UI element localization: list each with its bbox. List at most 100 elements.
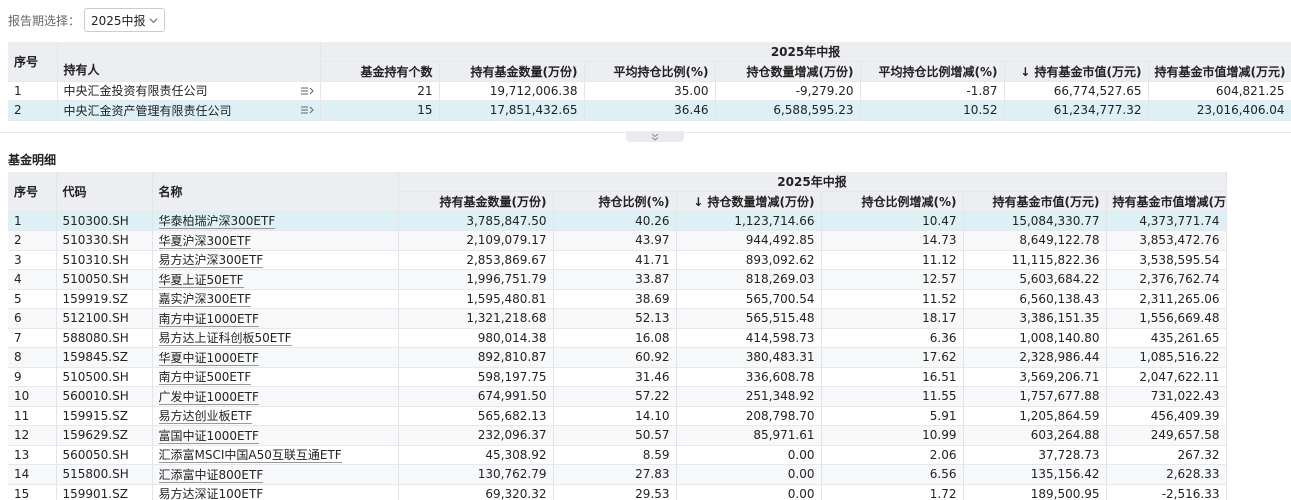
cell-market-value: 1,008,140.80 — [963, 328, 1107, 348]
table-row[interactable]: 8 159845.SZ 华夏中证1000ETF 892,810.87 60.92 380,… — [8, 347, 1227, 368]
fund-name-link[interactable]: 汇添富MSCI中国A50互联互通ETF — [158, 448, 342, 464]
fund-name-link[interactable]: 华夏沪深300ETF — [158, 233, 252, 249]
table-row[interactable]: 1 510300.SH 华泰柏瑞沪深300ETF 3,785,847.50 40.26 1… — [8, 211, 1227, 231]
header-index[interactable]: 序号 — [8, 42, 58, 82]
cell-ratio-change: 10.99 — [821, 425, 964, 446]
table-row[interactable]: 9 510500.SH 南方中证500ETF 598,197.75 31.46 336,6… — [8, 367, 1227, 387]
cell-code: 159629.SZ — [56, 425, 153, 446]
table-row[interactable]: 13 560050.SH 汇添富MSCI中国A50互联互通ETF 45,308.92 8… — [8, 445, 1227, 465]
table-row[interactable]: 2 中央汇金资产管理有限责任公司 15 17,851,432.65 36.46 … — [8, 100, 1291, 121]
table-row[interactable]: 15 159901.SZ 易方达深证100ETF 69,320.32 29.53 0.00… — [8, 484, 1227, 500]
cell-name[interactable]: 汇添富中证800ETF — [152, 464, 399, 485]
header-mv-change[interactable]: 持有基金市值增减(万元) — [1106, 191, 1227, 212]
cell-qty-change: 1,123,714.66 — [676, 211, 822, 231]
header-quantity[interactable]: 持有基金数量(万份) — [398, 191, 554, 212]
cell-market-value: 3,569,206.71 — [963, 367, 1107, 387]
header-ratio[interactable]: 持仓比例(%) — [553, 191, 677, 212]
section-title: 基金明细 — [8, 153, 57, 167]
header-avg-ratio-change[interactable]: 平均持仓比例增减(%) — [860, 61, 1005, 82]
cell-name[interactable]: 华夏沪深300ETF — [152, 230, 399, 251]
cell-name[interactable]: 易方达上证科创板50ETF — [152, 328, 399, 348]
header-mv-change[interactable]: 持有基金市值增减(万元) — [1148, 61, 1291, 82]
cell-ratio: 60.92 — [553, 347, 677, 368]
fund-name-link[interactable]: 富国中证1000ETF — [158, 428, 259, 444]
cell-name[interactable]: 富国中证1000ETF — [152, 425, 399, 446]
table-row[interactable]: 4 510050.SH 华夏上证50ETF 1,996,751.79 33.87 818,… — [8, 269, 1227, 290]
table-row[interactable]: 6 512100.SH 南方中证1000ETF 1,321,218.68 52.13 56… — [8, 308, 1227, 329]
header-ratio-change[interactable]: 持仓比例增减(%) — [821, 191, 964, 212]
table-row[interactable]: 14 515800.SH 汇添富中证800ETF 130,762.79 27.83 0.0… — [8, 464, 1227, 485]
cell-name[interactable]: 南方中证1000ETF — [152, 308, 399, 329]
collapse-handle[interactable] — [626, 131, 684, 142]
cell-name[interactable]: 华夏中证1000ETF — [152, 347, 399, 368]
cell-name[interactable]: 南方中证500ETF — [152, 367, 399, 387]
cell-ratio: 27.83 — [553, 464, 677, 485]
cell-market-value: 37,728.73 — [963, 445, 1107, 465]
fund-name-link[interactable]: 南方中证1000ETF — [158, 311, 259, 327]
table-row[interactable]: 10 560010.SH 广发中证1000ETF 674,991.50 57.22 251… — [8, 386, 1227, 407]
cell-mv-change: 731,022.43 — [1106, 386, 1227, 407]
cell-index: 2 — [8, 230, 57, 251]
header-index[interactable]: 序号 — [8, 172, 57, 212]
table-row[interactable]: 1 中央汇金投资有限责任公司 21 19,712,006.38 35.00 -9… — [8, 81, 1291, 101]
cell-index: 7 — [8, 328, 57, 348]
cell-name[interactable]: 易方达创业板ETF — [152, 406, 399, 426]
fund-name-link[interactable]: 广发中证1000ETF — [158, 389, 259, 405]
period-select[interactable]: 2025中报 — [84, 8, 166, 32]
cell-name[interactable]: 易方达深证100ETF — [152, 484, 399, 500]
cell-quantity: 980,014.38 — [398, 328, 554, 348]
cell-name[interactable]: 嘉实沪深300ETF — [152, 289, 399, 309]
cell-index: 1 — [8, 211, 57, 231]
cell-quantity: 19,712,006.38 — [439, 81, 585, 101]
header-qty-change[interactable]: 持仓数量增减(万份) — [715, 61, 861, 82]
table-row[interactable]: 11 159915.SZ 易方达创业板ETF 565,682.13 14.10 208,7… — [8, 406, 1227, 426]
cell-index: 2 — [8, 100, 58, 121]
header-name[interactable]: 名称 — [152, 172, 399, 212]
fund-name-link[interactable]: 南方中证500ETF — [158, 370, 252, 386]
cell-mv-change: -2,516.33 — [1106, 484, 1227, 500]
table-row[interactable]: 3 510310.SH 易方达沪深300ETF 2,853,869.67 41.71 89… — [8, 250, 1227, 270]
table-row[interactable]: 5 159919.SZ 嘉实沪深300ETF 1,595,480.81 38.69 565… — [8, 289, 1227, 309]
header-avg-ratio[interactable]: 平均持仓比例(%) — [584, 61, 716, 82]
header-market-value-label: 持有基金市值(万元) — [1034, 64, 1142, 79]
fund-name-link[interactable]: 华夏上证50ETF — [158, 272, 244, 288]
cell-ratio: 16.08 — [553, 328, 677, 348]
cell-ratio: 43.97 — [553, 230, 677, 251]
list-arrow-icon[interactable] — [300, 105, 314, 115]
fund-name-link[interactable]: 易方达沪深300ETF — [158, 253, 264, 269]
cell-qty-change: 565,700.54 — [676, 289, 822, 309]
cell-fund-count: 15 — [320, 100, 440, 121]
fund-name-link[interactable]: 华夏中证1000ETF — [158, 350, 259, 366]
fund-name-link[interactable]: 嘉实沪深300ETF — [158, 292, 252, 308]
table-row[interactable]: 2 510330.SH 华夏沪深300ETF 2,109,079.17 43.97 944… — [8, 230, 1227, 251]
cell-name[interactable]: 广发中证1000ETF — [152, 386, 399, 407]
header-holder[interactable]: 持有人 — [57, 42, 321, 82]
header-quantity[interactable]: 持有基金数量(万份) — [439, 61, 585, 82]
fund-name-link[interactable]: 易方达创业板ETF — [158, 409, 253, 425]
header-fund-count[interactable]: 基金持有个数 — [320, 61, 440, 82]
cell-name[interactable]: 华泰柏瑞沪深300ETF — [152, 211, 399, 231]
header-qty-change[interactable]: ↓ 持仓数量增减(万份) — [676, 191, 822, 212]
header-market-value[interactable]: 持有基金市值(万元) — [963, 191, 1107, 212]
table-row[interactable]: 12 159629.SZ 富国中证1000ETF 232,096.37 50.57 85,… — [8, 425, 1227, 446]
cell-name[interactable]: 华夏上证50ETF — [152, 269, 399, 290]
cell-quantity: 2,109,079.17 — [398, 230, 554, 251]
fund-name-link[interactable]: 华泰柏瑞沪深300ETF — [158, 214, 276, 230]
header-market-value[interactable]: ↓ 持有基金市值(万元) — [1004, 61, 1149, 82]
cell-qty-change: 85,971.61 — [676, 425, 822, 446]
fund-name-link[interactable]: 易方达上证科创板50ETF — [158, 331, 292, 347]
cell-avg-ratio-change: -1.87 — [860, 81, 1005, 101]
cell-ratio-change: 1.72 — [821, 484, 964, 500]
cell-index: 14 — [8, 464, 57, 485]
cell-ratio-change: 16.51 — [821, 367, 964, 387]
cell-name[interactable]: 汇添富MSCI中国A50互联互通ETF — [152, 445, 399, 465]
cell-index: 4 — [8, 269, 57, 290]
table-row[interactable]: 7 588080.SH 易方达上证科创板50ETF 980,014.38 16.08 41… — [8, 328, 1227, 348]
header-code[interactable]: 代码 — [56, 172, 153, 212]
cell-qty-change: 0.00 — [676, 464, 822, 485]
cell-mv-change: 3,538,595.54 — [1106, 250, 1227, 270]
fund-name-link[interactable]: 易方达深证100ETF — [158, 487, 264, 500]
fund-name-link[interactable]: 汇添富中证800ETF — [158, 467, 264, 483]
list-arrow-icon[interactable] — [300, 86, 314, 96]
cell-name[interactable]: 易方达沪深300ETF — [152, 250, 399, 270]
